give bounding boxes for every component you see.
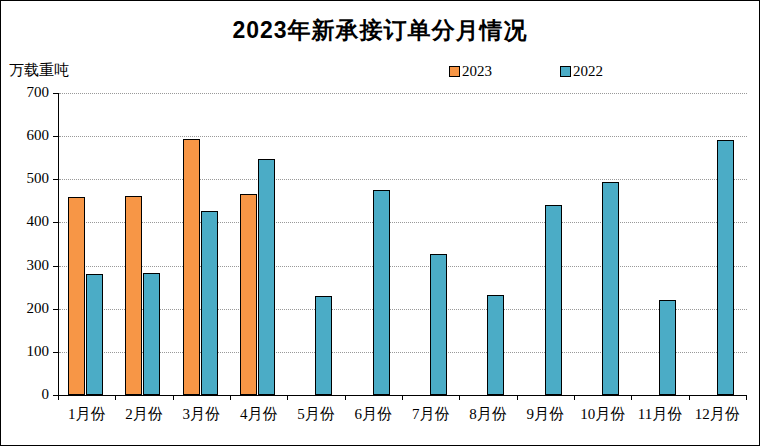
bar-2022-4月份 bbox=[258, 159, 275, 395]
chart-title: 2023年新承接订单分月情况 bbox=[1, 15, 759, 46]
y-axis-tick-100 bbox=[53, 352, 58, 353]
x-axis-tick-12 bbox=[746, 396, 747, 400]
x-axis-tick-3 bbox=[230, 396, 231, 400]
x-axis-label-12月份: 12月份 bbox=[689, 404, 746, 424]
x-axis-tick-0 bbox=[58, 396, 59, 400]
bar-2023-3月份 bbox=[183, 139, 200, 395]
bar-2022-12月份 bbox=[717, 140, 734, 395]
x-axis-label-7月份: 7月份 bbox=[402, 404, 459, 424]
x-axis-tick-8 bbox=[517, 396, 518, 400]
y-axis-tick-500 bbox=[53, 179, 58, 180]
x-axis-label-11月份: 11月份 bbox=[631, 404, 688, 424]
legend-swatch-2023 bbox=[449, 66, 460, 77]
x-axis-tick-5 bbox=[345, 396, 346, 400]
y-axis-label-0: 0 bbox=[1, 386, 49, 403]
y-axis-label-600: 600 bbox=[1, 127, 49, 144]
gridline-400 bbox=[59, 222, 747, 223]
bar-2022-11月份 bbox=[659, 300, 676, 395]
x-axis-tick-11 bbox=[689, 396, 690, 400]
x-axis-label-2月份: 2月份 bbox=[115, 404, 172, 424]
x-axis-tick-9 bbox=[574, 396, 575, 400]
bar-2022-8月份 bbox=[487, 295, 504, 395]
y-axis-unit-label: 万载重吨 bbox=[9, 61, 69, 80]
bar-2022-2月份 bbox=[143, 273, 160, 395]
y-axis-label-500: 500 bbox=[1, 170, 49, 187]
bar-2022-7月份 bbox=[430, 254, 447, 395]
x-axis-label-4月份: 4月份 bbox=[230, 404, 287, 424]
y-axis-label-200: 200 bbox=[1, 300, 49, 317]
bar-2023-2月份 bbox=[125, 196, 142, 395]
x-axis-label-8月份: 8月份 bbox=[459, 404, 516, 424]
legend-item-2022: 2022 bbox=[560, 64, 603, 79]
bar-2023-4月份 bbox=[240, 194, 257, 395]
y-axis-tick-200 bbox=[53, 309, 58, 310]
y-axis-tick-400 bbox=[53, 222, 58, 223]
bar-2022-1月份 bbox=[86, 274, 103, 395]
y-axis-tick-600 bbox=[53, 136, 58, 137]
x-axis-tick-1 bbox=[115, 396, 116, 400]
x-axis-tick-6 bbox=[402, 396, 403, 400]
x-axis-label-10月份: 10月份 bbox=[574, 404, 631, 424]
x-axis-label-3月份: 3月份 bbox=[173, 404, 230, 424]
gridline-700 bbox=[59, 93, 747, 94]
x-axis-label-6月份: 6月份 bbox=[345, 404, 402, 424]
gridline-600 bbox=[59, 136, 747, 137]
legend: 2023 2022 bbox=[449, 64, 603, 79]
legend-item-2023: 2023 bbox=[449, 64, 492, 79]
legend-label-2022: 2022 bbox=[573, 64, 603, 79]
plot-area bbox=[58, 93, 747, 396]
y-axis-label-100: 100 bbox=[1, 343, 49, 360]
legend-swatch-2022 bbox=[560, 66, 571, 77]
bar-2022-6月份 bbox=[373, 190, 390, 395]
y-axis-tick-700 bbox=[53, 93, 58, 94]
x-axis-tick-7 bbox=[459, 396, 460, 400]
gridline-100 bbox=[59, 352, 747, 353]
y-axis-label-300: 300 bbox=[1, 257, 49, 274]
bar-2022-5月份 bbox=[315, 296, 332, 395]
x-axis-tick-2 bbox=[173, 396, 174, 400]
x-axis-label-5月份: 5月份 bbox=[287, 404, 344, 424]
y-axis-label-400: 400 bbox=[1, 213, 49, 230]
chart-frame: 2023年新承接订单分月情况 万载重吨 2023 2022 0 100 200 300 4… bbox=[0, 0, 760, 446]
bar-2022-10月份 bbox=[602, 182, 619, 395]
x-axis-tick-10 bbox=[631, 396, 632, 400]
x-axis-tick-4 bbox=[287, 396, 288, 400]
y-axis-tick-300 bbox=[53, 266, 58, 267]
gridline-200 bbox=[59, 309, 747, 310]
gridline-500 bbox=[59, 179, 747, 180]
bar-2022-3月份 bbox=[201, 211, 218, 395]
legend-label-2023: 2023 bbox=[462, 64, 492, 79]
x-axis-label-1月份: 1月份 bbox=[58, 404, 115, 424]
gridline-300 bbox=[59, 266, 747, 267]
x-axis-label-9月份: 9月份 bbox=[517, 404, 574, 424]
y-axis-label-700: 700 bbox=[1, 84, 49, 101]
bar-2023-1月份 bbox=[68, 197, 85, 395]
bar-2022-9月份 bbox=[545, 205, 562, 395]
